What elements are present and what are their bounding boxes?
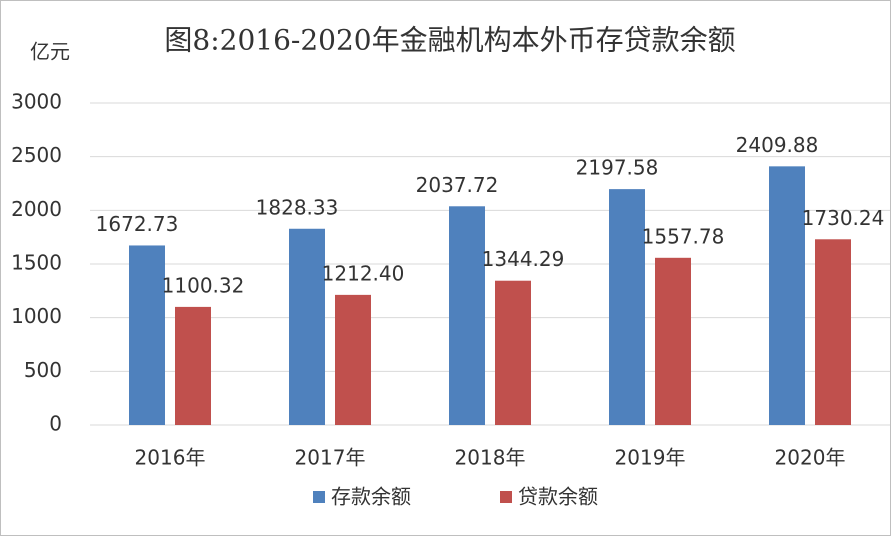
y-axis-label: 亿元 (30, 40, 70, 64)
value-label: 1344.29 (482, 247, 565, 271)
y-tick-label: 1500 (11, 251, 62, 275)
y-tick-label: 1000 (11, 304, 62, 328)
bar (175, 306, 211, 425)
y-tick-label: 2000 (11, 197, 62, 221)
value-label: 1828.33 (256, 195, 339, 219)
value-label: 2409.88 (736, 133, 819, 157)
bar (289, 228, 325, 425)
legend-swatch (500, 491, 512, 503)
x-tick-label: 2018年 (455, 446, 526, 470)
legend-label: 贷款余额 (518, 485, 598, 509)
x-tick-label: 2016年 (135, 446, 206, 470)
y-tick-label: 3000 (11, 90, 62, 114)
legend-swatch (313, 491, 325, 503)
value-label: 1100.32 (162, 273, 245, 297)
bar (815, 239, 851, 425)
y-tick-label: 2500 (11, 143, 62, 167)
value-label: 1672.73 (96, 212, 179, 236)
y-tick-label: 500 (24, 358, 62, 382)
legend-label: 存款余额 (331, 485, 411, 509)
value-label: 2197.58 (576, 156, 659, 180)
bar (609, 189, 645, 425)
x-tick-label: 2020年 (775, 446, 846, 470)
bar (129, 245, 165, 425)
bar (655, 257, 691, 425)
bar (495, 280, 531, 425)
bar (449, 206, 485, 425)
chart-title: 图8:2016-2020年金融机构本外币存贷款余额 (164, 24, 735, 57)
y-tick-label: 0 (49, 412, 62, 436)
value-label: 1212.40 (322, 261, 405, 285)
value-label: 1730.24 (802, 206, 885, 230)
value-label: 2037.72 (416, 173, 499, 197)
bar (335, 294, 371, 425)
bar (769, 166, 805, 426)
value-label: 1557.78 (642, 224, 725, 248)
x-tick-label: 2017年 (295, 446, 366, 470)
x-tick-label: 2019年 (615, 446, 686, 470)
